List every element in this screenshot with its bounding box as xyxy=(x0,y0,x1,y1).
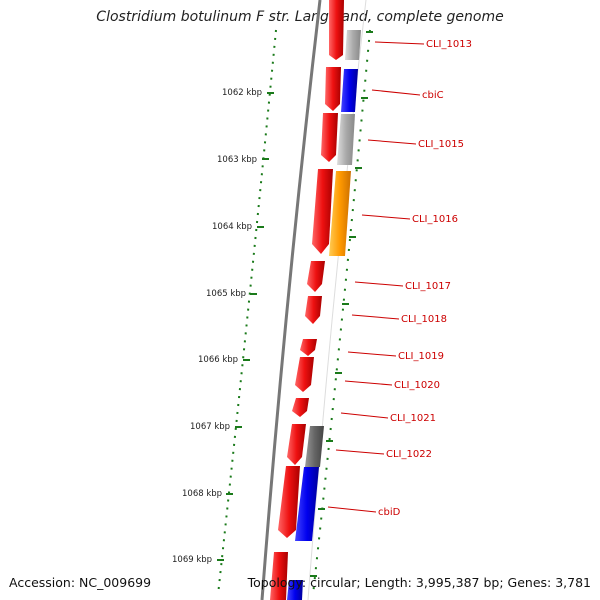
inner-tick xyxy=(335,372,342,374)
scale-tick xyxy=(235,426,242,428)
leader-line xyxy=(354,281,404,287)
scale-ticks: 1062 kbp 1063 kbp 1064 kbp 1065 kbp 1066… xyxy=(172,88,274,565)
leader-line xyxy=(361,214,411,220)
map-title: Clostridium botulinum F str. Langeland, … xyxy=(96,9,504,25)
scale-tick xyxy=(226,493,233,495)
leader-line xyxy=(340,412,389,419)
genome-backbone xyxy=(260,0,322,600)
inner-tick xyxy=(355,167,362,169)
scale-tick xyxy=(243,359,250,361)
gene-arrow[interactable] xyxy=(287,424,306,465)
gene-label[interactable]: CLI_1017 xyxy=(405,281,451,292)
forward-strand-genes xyxy=(270,0,344,600)
accession-text: Accession: NC_009699 xyxy=(9,575,152,590)
scale-tick-label: 1068 kbp xyxy=(182,489,222,499)
leader-line xyxy=(367,139,417,145)
inner-tick xyxy=(349,236,356,238)
gene-arrow[interactable] xyxy=(321,113,338,162)
gene-label[interactable]: CLI_1022 xyxy=(386,449,432,460)
scale-tick-label: 1065 kbp xyxy=(206,289,246,299)
gene-block-grey[interactable] xyxy=(337,114,355,165)
inner-tick xyxy=(318,508,325,510)
scale-tick xyxy=(267,92,274,94)
leader-line xyxy=(327,506,377,513)
scale-tick xyxy=(217,559,224,561)
inner-tick xyxy=(366,31,373,33)
scale-tick xyxy=(250,293,257,295)
gene-label[interactable]: cbiC xyxy=(422,90,444,101)
gene-arrow[interactable] xyxy=(305,296,322,324)
leader-line xyxy=(347,351,397,357)
inner-tick xyxy=(361,97,368,99)
gene-arrow[interactable] xyxy=(278,466,300,538)
gene-labels: CLI_1013 cbiC CLI_1015 CLI_1016 CLI_1017… xyxy=(378,39,472,518)
topology-text: Topology: circular; Length: 3,995,387 bp… xyxy=(247,575,591,590)
gene-block-dark-grey[interactable] xyxy=(305,426,324,467)
gene-arrow[interactable] xyxy=(270,552,288,600)
gene-arrow[interactable] xyxy=(325,67,341,111)
gene-block-grey[interactable] xyxy=(345,30,361,60)
scale-tick-label: 1067 kbp xyxy=(190,422,230,432)
gene-block-blue[interactable] xyxy=(341,69,358,112)
gene-arrow[interactable] xyxy=(300,339,317,356)
leader-line xyxy=(374,41,425,45)
gene-block-orange[interactable] xyxy=(329,171,351,256)
colored-genes xyxy=(287,30,361,600)
gene-label[interactable]: CLI_1020 xyxy=(394,380,440,391)
inner-tick xyxy=(342,303,349,305)
gene-label[interactable]: CLI_1021 xyxy=(390,413,436,424)
scale-tick-label: 1064 kbp xyxy=(212,222,252,232)
leader-line xyxy=(351,314,400,320)
gene-arrow[interactable] xyxy=(329,0,344,60)
leader-line xyxy=(335,449,385,455)
scale-tick xyxy=(257,226,264,228)
inner-tick xyxy=(310,575,317,577)
gene-block-blue[interactable] xyxy=(287,580,303,600)
gene-block-blue[interactable] xyxy=(295,467,319,541)
gene-label[interactable]: CLI_1018 xyxy=(401,314,447,325)
scale-tick-label: 1062 kbp xyxy=(222,88,262,98)
leader-line xyxy=(371,89,421,96)
gene-label[interactable]: CLI_1016 xyxy=(412,214,458,225)
scale-tick-label: 1066 kbp xyxy=(198,355,238,365)
scale-dotted-line xyxy=(217,29,277,596)
gene-arrow[interactable] xyxy=(307,261,325,292)
scale-tick xyxy=(262,158,269,160)
gene-arrow[interactable] xyxy=(295,357,314,392)
leader-lines xyxy=(327,41,425,513)
inner-tick xyxy=(326,440,333,442)
leader-line xyxy=(344,380,393,386)
inner-ticks xyxy=(310,31,373,577)
gene-label[interactable]: CLI_1013 xyxy=(426,39,472,50)
gene-label[interactable]: CLI_1019 xyxy=(398,351,444,362)
gene-arrow[interactable] xyxy=(292,398,309,417)
gene-label[interactable]: CLI_1015 xyxy=(418,139,464,150)
gene-arrow[interactable] xyxy=(312,169,333,254)
gene-label[interactable]: cbiD xyxy=(378,507,401,518)
scale-tick-label: 1069 kbp xyxy=(172,555,212,565)
scale-tick-label: 1063 kbp xyxy=(217,155,257,165)
